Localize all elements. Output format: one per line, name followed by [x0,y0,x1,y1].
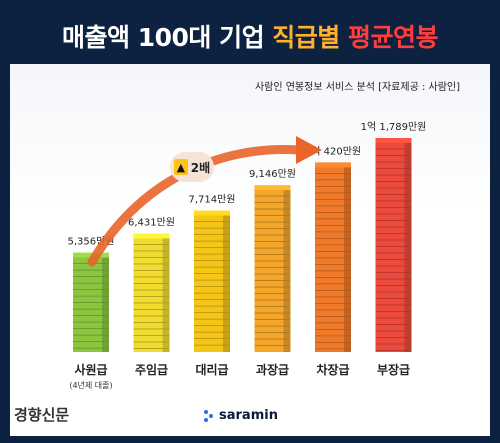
bar-2 [133,233,170,352]
brand-name: saramin [219,408,278,423]
growth-badge: ▲ 2배 [170,152,214,182]
bar-4 [254,185,291,352]
bar-side-shade [404,142,412,352]
saramin-dots-icon [204,409,214,422]
bar-side-shade [283,189,291,352]
bar-top-cap [254,185,291,191]
chart-subtitle: 사람인 연봉정보 서비스 분석 [자료제공 : 사람인] [254,82,460,93]
bar-top-cap [133,233,170,239]
page-title: 매출액 100대 기업 직급별 평균연봉 [0,18,500,54]
bar-6 [375,138,412,352]
category-label: 주임급 [135,363,168,377]
bar-3 [194,210,230,352]
bar-side-shade [223,214,230,352]
title-part-2: 직급별 [272,23,348,52]
source-logo: 경향신문 [14,406,70,424]
value-label: 6,431만원 [128,216,175,228]
category-label: 차장급 [316,362,349,377]
title-part-3: 평균연봉 [348,23,439,52]
bar-top-cap [315,162,351,168]
title-part-1: 매출액 100대 기업 [61,23,273,52]
bar-5 [315,162,351,352]
category-label: 사원급 [74,362,107,377]
bar-side-shade [162,237,170,352]
up-arrow-icon: ▲ [173,159,188,175]
category-note: (4년제 대졸) [69,380,112,390]
bar-side-shade [344,166,351,352]
category-label: 부장급 [377,363,410,377]
bar-side-shade [102,256,109,352]
value-label: 7,714만원 [188,194,235,206]
growth-badge-label: 2배 [190,160,211,175]
category-label: 대리급 [195,362,228,377]
bar-1 [73,252,109,352]
value-label: 1억 1,789만원 [361,121,427,133]
category-label: 과장급 [256,362,289,377]
value-label: 9,146만원 [249,168,296,180]
bar-top-cap [194,210,230,216]
brand-logo: saramin [204,408,278,423]
growth-arrow-head [296,136,322,164]
bar-top-cap [375,138,412,143]
